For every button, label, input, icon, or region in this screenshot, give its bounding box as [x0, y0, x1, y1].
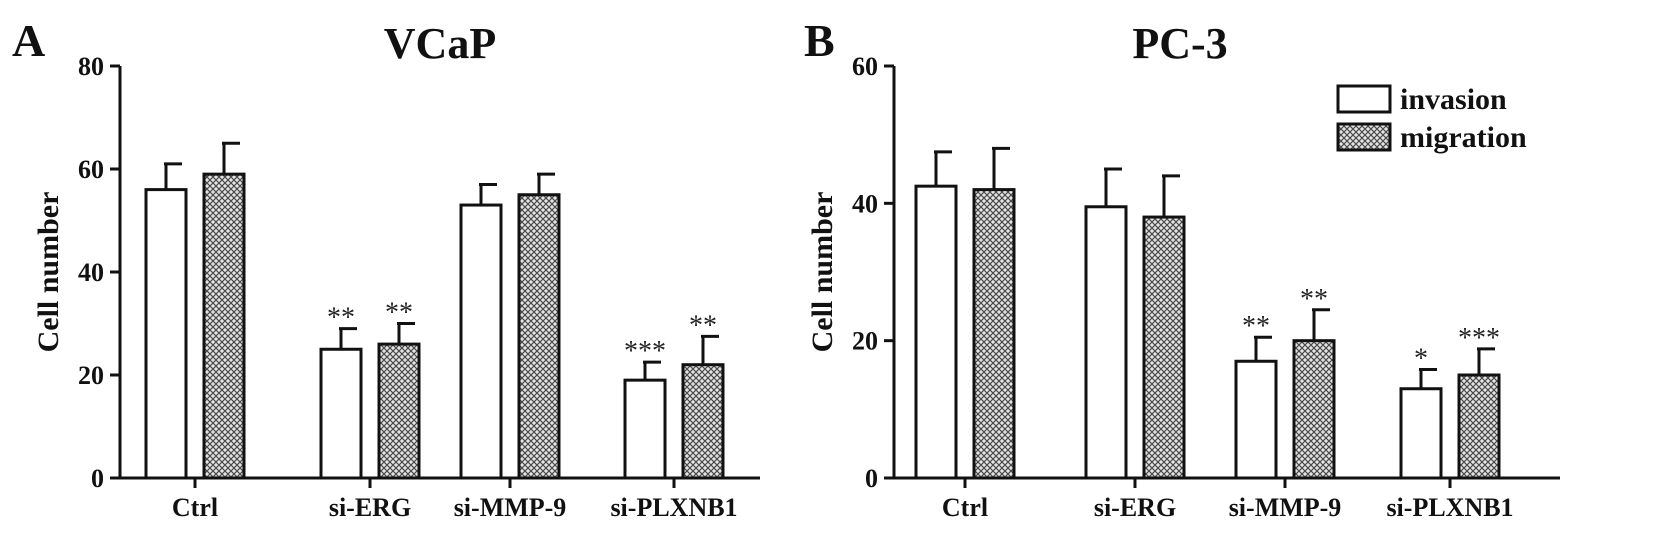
legend-label-migration: migration	[1400, 121, 1527, 154]
bar-migration	[202, 172, 246, 480]
y-tick-label: 0	[91, 464, 104, 493]
y-tick-label: 60	[852, 52, 878, 81]
bar-migration	[1457, 373, 1501, 480]
panel-letter-b: B	[804, 15, 835, 66]
legend-swatch-migration	[1336, 122, 1392, 152]
legend-swatch-invasion	[1336, 84, 1392, 114]
significance-label: **	[327, 303, 355, 334]
panel-b: B PC-3 Cell number 0 20 40 60 Ctrl si-ERG si-M…	[804, 15, 1560, 522]
y-tick-label: 40	[78, 258, 104, 287]
bar-migration	[972, 188, 1016, 480]
x-tick-label: si-ERG	[329, 493, 411, 522]
significance-label: **	[385, 298, 413, 329]
x-tick-label: si-MMP-9	[1229, 493, 1342, 522]
bar-migration	[681, 363, 725, 480]
legend: invasion migration	[1336, 83, 1527, 154]
significance-label: **	[689, 310, 717, 341]
significance-label: **	[1242, 311, 1270, 342]
legend-label-invasion: invasion	[1400, 83, 1507, 116]
bar-migration	[1142, 215, 1186, 480]
significance-label: *	[1414, 344, 1428, 375]
x-tick-label: si-PLXNB1	[610, 493, 737, 522]
bar-migration	[377, 342, 421, 480]
bar-invasion	[144, 188, 188, 480]
chart-title-vcap: VCaP	[384, 19, 496, 68]
significance-label: ***	[624, 336, 666, 367]
x-tick-label: si-MMP-9	[454, 493, 567, 522]
bar-invasion	[459, 203, 503, 480]
y-tick-label: 20	[852, 327, 878, 356]
y-tick-label: 0	[865, 464, 878, 493]
panel-letter-a: A	[12, 15, 45, 66]
chart-title-pc3: PC-3	[1132, 19, 1227, 68]
panel-a: A VCaP Cell number 0 20 40 60 80 Ctrl si-ERG si…	[12, 15, 760, 522]
y-tick-label: 60	[78, 155, 104, 184]
x-tick-label: si-ERG	[1094, 493, 1176, 522]
y-tick-label: 40	[852, 189, 878, 218]
bar-invasion	[1084, 205, 1128, 480]
y-tick-label: 80	[78, 52, 104, 81]
y-axis-label-a: Cell number	[32, 192, 65, 353]
bar-invasion	[1399, 387, 1443, 480]
x-tick-label: Ctrl	[172, 493, 218, 522]
x-tick-label: si-PLXNB1	[1386, 493, 1513, 522]
significance-label: ***	[1458, 323, 1500, 354]
bar-invasion	[1234, 359, 1278, 480]
bar-migration	[1292, 339, 1336, 480]
y-tick-label: 20	[78, 361, 104, 390]
x-tick-label: Ctrl	[942, 493, 988, 522]
bar-invasion	[319, 347, 363, 480]
bar-invasion	[623, 378, 667, 480]
bar-migration	[517, 193, 561, 480]
significance-label: **	[1300, 284, 1328, 315]
bar-invasion	[914, 184, 958, 480]
y-axis-label-b: Cell number	[806, 192, 839, 353]
